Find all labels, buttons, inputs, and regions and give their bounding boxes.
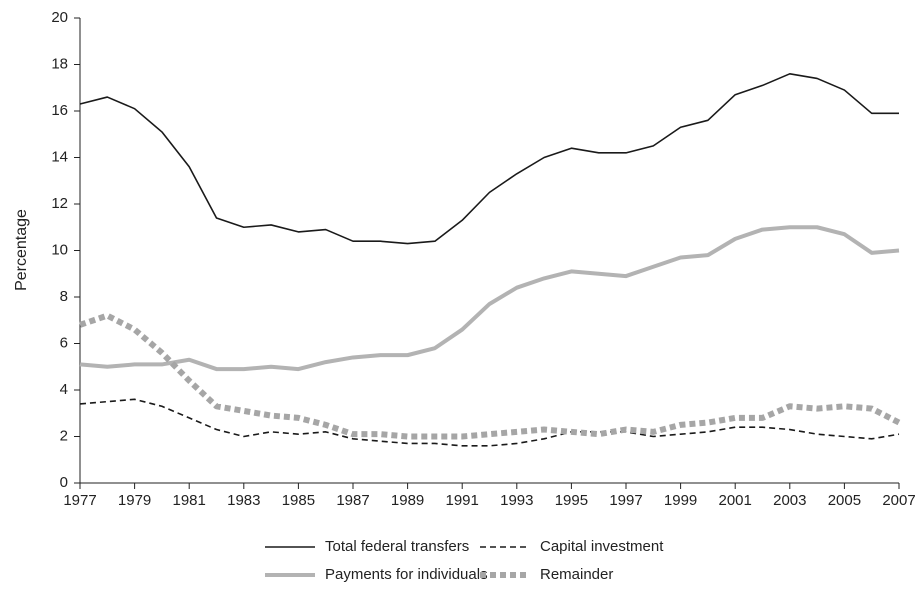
x-tick-label: 1983 xyxy=(227,492,260,509)
legend-label: Remainder xyxy=(540,566,613,583)
series-line xyxy=(79,398,900,447)
x-tick-label: 1977 xyxy=(63,492,96,509)
x-tick-label: 1991 xyxy=(446,492,479,509)
x-tick-label: 2005 xyxy=(828,492,861,509)
x-tick-label: 1999 xyxy=(664,492,697,509)
x-tick-label: 1987 xyxy=(336,492,369,509)
y-tick-label: 10 xyxy=(51,241,68,258)
series-line xyxy=(79,73,899,245)
x-tick-label: 1985 xyxy=(282,492,315,509)
y-axis-label: Percentage xyxy=(13,209,30,291)
x-tick-label: 1979 xyxy=(118,492,151,509)
y-tick-label: 16 xyxy=(51,102,68,119)
x-tick-label: 2001 xyxy=(719,492,752,509)
legend-label: Payments for individuals xyxy=(325,566,488,583)
y-tick-label: 8 xyxy=(60,288,68,305)
y-tick-label: 0 xyxy=(60,474,68,491)
y-tick-label: 12 xyxy=(51,195,68,212)
series-line xyxy=(79,225,900,372)
x-tick-label: 1981 xyxy=(173,492,206,509)
y-tick-label: 14 xyxy=(51,148,68,165)
x-tick-label: 1997 xyxy=(609,492,642,509)
legend-label: Total federal transfers xyxy=(325,538,469,555)
x-tick-label: 1995 xyxy=(555,492,588,509)
y-tick-label: 2 xyxy=(60,427,68,444)
y-tick-label: 18 xyxy=(51,55,68,72)
x-tick-label: 1989 xyxy=(391,492,424,509)
legend-label: Capital investment xyxy=(540,538,664,555)
series-line xyxy=(79,312,901,440)
x-tick-label: 2003 xyxy=(773,492,806,509)
x-tick-label: 1993 xyxy=(500,492,533,509)
y-tick-label: 6 xyxy=(60,334,68,351)
y-tick-label: 20 xyxy=(51,9,68,26)
y-tick-label: 4 xyxy=(60,381,68,398)
x-tick-label: 2007 xyxy=(882,492,915,509)
